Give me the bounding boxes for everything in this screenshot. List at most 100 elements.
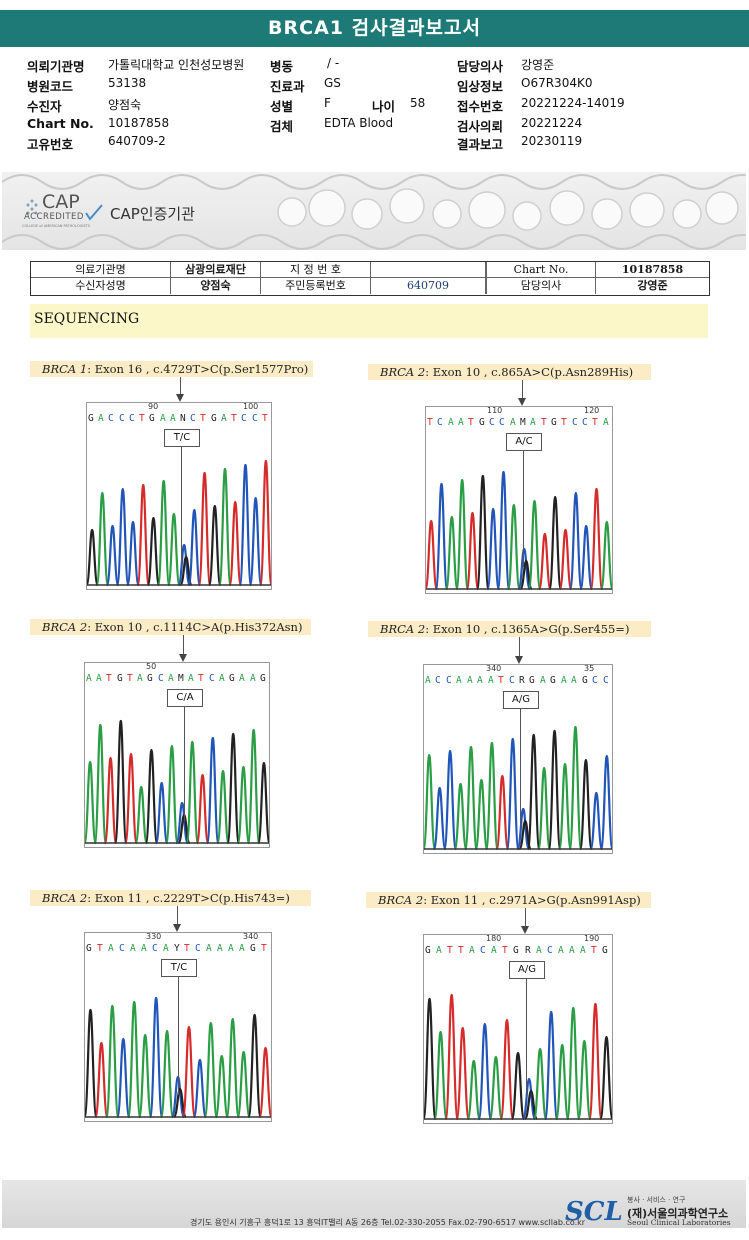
cap-banner <box>2 172 746 250</box>
trace-peak <box>124 752 138 845</box>
variant-label: BRCA 2: Exon 11 , c.2971A>G(p.Asn991Asp) <box>366 892 651 908</box>
base-letter: A <box>228 943 235 954</box>
cap-accredited-text: ACCREDITED <box>24 212 84 222</box>
trace-peak <box>134 785 148 845</box>
trace-peak <box>569 491 583 591</box>
cap-logo: CAP ACCREDITED COLLEGE of AMERICAN PATHO… <box>22 191 104 235</box>
trace-peak <box>126 520 140 587</box>
trace-peak <box>507 503 521 591</box>
base-letter: A <box>239 943 246 954</box>
trace-peak <box>138 1033 153 1119</box>
position-number: 330 <box>146 932 162 941</box>
variant-marker-line <box>184 707 185 821</box>
trace-peak <box>433 1030 448 1121</box>
base-letter: A <box>467 675 474 686</box>
base-letter: T <box>106 673 113 684</box>
trace-peak <box>114 719 128 845</box>
trace-peak <box>443 749 457 851</box>
genotype-box: A/C <box>506 433 542 451</box>
base-letter: M <box>520 417 527 428</box>
position-number: 50 <box>146 662 157 671</box>
base-letter: T <box>447 945 454 956</box>
trace-peak <box>185 740 200 845</box>
base-letter: C <box>108 413 115 424</box>
hospital-code-value: 53138 <box>108 76 147 90</box>
trace-peak <box>146 516 161 587</box>
trace-peak <box>547 729 562 851</box>
trace-peak <box>87 528 99 587</box>
base-letter: A <box>170 413 177 424</box>
trace-peak <box>434 482 449 591</box>
trace-peak <box>93 723 108 845</box>
base-letter: T <box>200 413 207 424</box>
trace-peak <box>516 807 531 851</box>
chromatogram-panel: 110 120 T C A A T G C C A M A T G T C C T A A/C <box>425 406 613 594</box>
chromatogram-peaks <box>424 993 612 1121</box>
base-letter: A <box>188 673 195 684</box>
receipt-no-value: 20221224-14019 <box>521 96 625 110</box>
base-letter: A <box>239 673 246 684</box>
trace-peak <box>599 1035 612 1121</box>
pointer-line <box>183 635 184 656</box>
sex-label: 성별 <box>270 99 294 114</box>
variant-label: BRCA 2: Exon 11 , c.2229T>C(p.His743=) <box>30 890 311 906</box>
base-letter: T <box>184 943 191 954</box>
lab-address: 경기도 용인시 기흥구 흥덕1로 13 흥덕IT밸리 A동 26층 Tel.02… <box>190 1218 586 1227</box>
base-letter: A <box>130 943 137 954</box>
trace-peak <box>225 1017 240 1119</box>
cap-big-text: CAP <box>42 191 80 213</box>
chromatogram-peaks <box>87 459 271 587</box>
trace-peak <box>424 997 437 1121</box>
trace-peak <box>175 801 189 845</box>
base-letter: A <box>98 413 105 424</box>
trace-peak <box>466 1059 481 1121</box>
trace-peak <box>455 478 469 591</box>
arrow-down-icon <box>173 924 181 932</box>
base-letter: A <box>569 945 576 956</box>
trace-peak <box>589 791 604 851</box>
base-letter: G <box>602 945 609 956</box>
trace-peak <box>154 781 169 845</box>
trace-peak <box>127 1000 142 1119</box>
base-letter: A <box>456 675 463 686</box>
base-letter: A <box>458 417 465 428</box>
trace-peak <box>527 499 542 591</box>
trace-peak <box>532 1047 548 1121</box>
trace-peak <box>517 547 531 591</box>
base-letter: G <box>479 417 486 428</box>
base-letter: G <box>582 675 589 686</box>
designation-value <box>371 262 486 278</box>
base-letter: C <box>437 417 444 428</box>
department-value: GS <box>324 76 341 90</box>
trace-peak <box>486 507 500 591</box>
trace-peak <box>558 528 573 591</box>
trace-peak <box>555 1043 570 1121</box>
cloud-pattern <box>2 174 746 250</box>
base-letter: G <box>551 417 558 428</box>
base-letter: A <box>558 945 565 956</box>
base-letter: G <box>550 675 557 686</box>
pointer-line <box>525 908 526 928</box>
institution-label: 의뢰기관명 <box>27 59 85 74</box>
doctor-value: 강영준 <box>637 279 668 292</box>
cap-college-text: COLLEGE of AMERICAN PATHOLOGISTS <box>22 224 90 228</box>
trace-peak <box>474 778 489 851</box>
designation-label: 지 정 번 호 <box>261 262 371 278</box>
trace-peak <box>228 500 242 587</box>
base-letter: C <box>252 413 259 424</box>
chromatogram-panel: 90 100 G A C C C T G A A N C T G A T C C T T/C <box>86 402 272 590</box>
trace-peak <box>246 728 261 845</box>
base-letter: G <box>260 673 267 684</box>
trace-peak <box>548 495 562 591</box>
base-letter: A <box>510 417 517 428</box>
base-letter: T <box>427 417 434 428</box>
specimen-value: EDTA Blood <box>324 116 394 130</box>
base-letter: A <box>603 417 610 428</box>
position-number: 100 <box>243 402 259 411</box>
base-letter: T <box>541 417 548 428</box>
trace-peak <box>187 508 202 587</box>
trace-peak <box>568 725 583 851</box>
unique-no-value: 640709-2 <box>108 134 166 148</box>
trace-peak <box>579 758 593 851</box>
trace-peak <box>105 524 120 587</box>
